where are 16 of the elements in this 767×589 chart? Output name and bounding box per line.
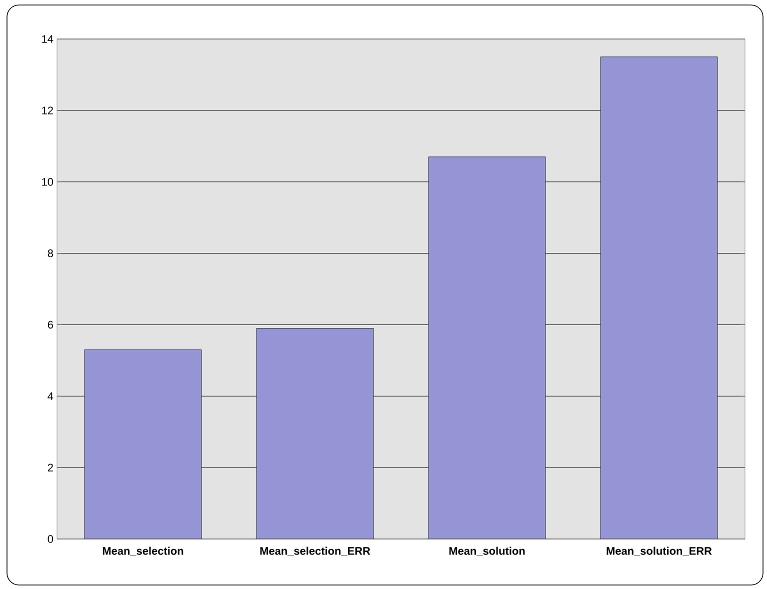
x-tick-label: Mean_selection bbox=[102, 546, 184, 556]
y-tick-label: 0 bbox=[48, 535, 54, 543]
y-tick-label: 14 bbox=[42, 35, 54, 43]
y-tick-label: 6 bbox=[48, 320, 53, 329]
x-tick-label: Mean_solution_ERR bbox=[606, 546, 712, 556]
y-tick-label: 12 bbox=[42, 106, 53, 114]
y-tick-label: 2 bbox=[48, 464, 53, 472]
bar bbox=[256, 328, 374, 539]
bar bbox=[428, 156, 546, 539]
y-tick-label: 8 bbox=[48, 249, 53, 258]
y-tick-label: 10 bbox=[42, 178, 54, 186]
y-tick-label: 4 bbox=[48, 392, 54, 400]
x-tick-label: Mean_solution bbox=[449, 546, 525, 556]
bar bbox=[600, 56, 718, 539]
bar bbox=[84, 350, 202, 539]
x-tick-label: Mean_selection_ERR bbox=[260, 546, 370, 556]
